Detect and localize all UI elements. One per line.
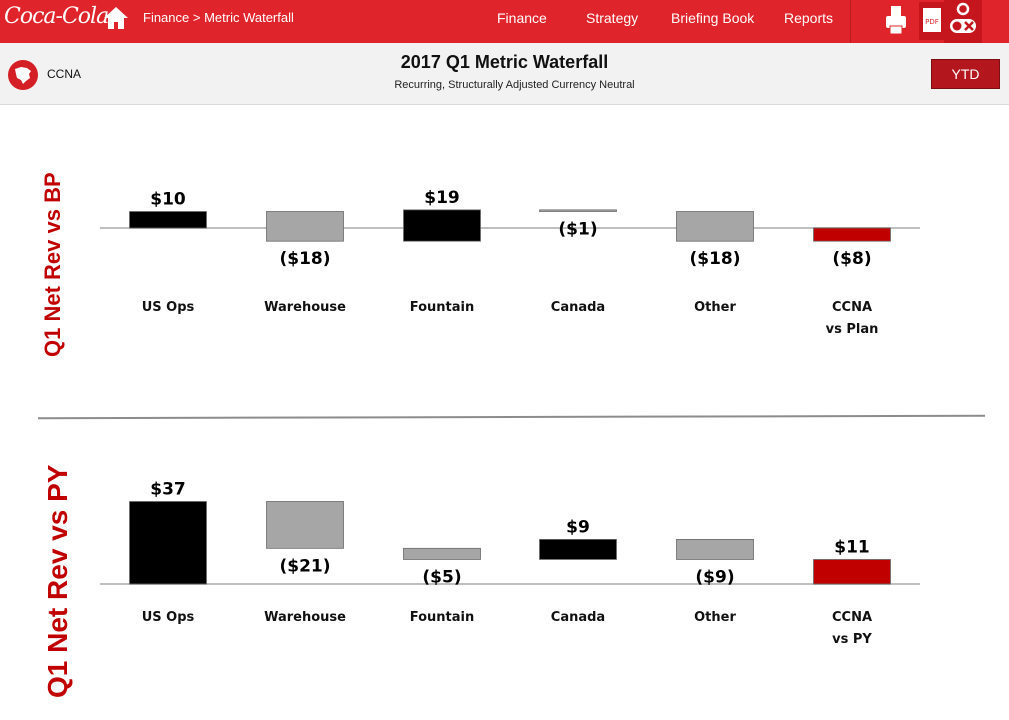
pdf-export-button[interactable]: PDF: [919, 2, 945, 40]
nav-strategy[interactable]: Strategy: [586, 10, 639, 26]
bar-ccna-vs-plan: [813, 227, 891, 242]
category-label-warehouse: Warehouse: [264, 300, 346, 315]
bar-warehouse: [266, 501, 344, 549]
bar-canada: [539, 209, 617, 212]
region-label: CCNA: [47, 67, 82, 81]
category-label-other: Other: [694, 300, 736, 315]
category-label-ccna-vs-plan: CCNA: [832, 300, 872, 315]
toggle-icon[interactable]: [944, 0, 982, 43]
value-label-us-ops: $37: [150, 479, 186, 499]
value-label-ccna-vs-plan: ($8): [832, 249, 871, 269]
bar-canada: [539, 539, 617, 560]
bar-warehouse: [266, 211, 344, 242]
printer-icon[interactable]: [883, 2, 909, 40]
value-label-us-ops: $10: [150, 190, 186, 210]
nav-divider: [850, 0, 851, 43]
pdf-label: PDF: [925, 18, 939, 26]
value-label-canada: $9: [566, 517, 590, 537]
top-navigation-bar: Coca-Cola Finance > Metric Waterfall Fin…: [0, 0, 1009, 43]
value-label-warehouse: ($21): [279, 556, 330, 576]
page-title: 2017 Q1 Metric Waterfall: [400, 52, 609, 72]
chart-separator: [37, 414, 986, 420]
bar-ccna-vs-py: [813, 559, 891, 585]
value-label-warehouse: ($18): [279, 249, 330, 269]
nav-briefing-book[interactable]: Briefing Book: [671, 10, 755, 26]
category-label-fountain: Fountain: [410, 300, 475, 315]
bar-other: [676, 539, 754, 560]
category-label-other: Other: [694, 610, 736, 625]
value-label-canada: ($1): [558, 220, 597, 240]
home-icon[interactable]: [103, 5, 129, 31]
category-label-us-ops: US Ops: [142, 300, 195, 315]
waterfall-chart-vs-bp: $10 US Ops ($18) Warehouse $19 Fountain ($1) Ca…: [100, 188, 920, 337]
region-map-icon: [8, 60, 38, 90]
category-label-fountain: Fountain: [410, 610, 475, 625]
nav-reports[interactable]: Reports: [784, 10, 834, 26]
report-header: [0, 43, 1009, 105]
waterfall-chart-vs-py: $37 US Ops ($21) Warehouse ($5) Fountain $9 Can…: [100, 479, 920, 647]
bar-other: [676, 211, 754, 242]
breadcrumb[interactable]: Finance > Metric Waterfall: [143, 10, 294, 25]
ytd-button[interactable]: YTD: [931, 59, 1000, 89]
bar-us-ops: [129, 211, 207, 229]
value-label-ccna-vs-py: $11: [834, 537, 870, 557]
category-label-ccna-vs-plan: vs Plan: [826, 322, 879, 337]
value-label-fountain: $19: [424, 188, 460, 208]
value-label-other: ($18): [689, 249, 740, 269]
category-label-ccna-vs-py: vs PY: [832, 632, 872, 647]
coca-cola-logo: Coca-Cola: [4, 4, 109, 29]
category-label-us-ops: US Ops: [142, 610, 195, 625]
category-label-canada: Canada: [551, 610, 605, 625]
nav-finance[interactable]: Finance: [497, 10, 547, 26]
category-label-warehouse: Warehouse: [264, 610, 346, 625]
page-subtitle: Recurring, Structurally Adjusted Currenc…: [394, 79, 635, 91]
bar-us-ops: [129, 501, 207, 585]
category-label-ccna-vs-py: CCNA: [832, 610, 872, 625]
bar-fountain: [403, 209, 481, 242]
category-label-canada: Canada: [551, 300, 605, 315]
value-label-fountain: ($5): [422, 567, 461, 587]
bar-fountain: [403, 547, 481, 560]
value-label-other: ($9): [695, 567, 734, 587]
